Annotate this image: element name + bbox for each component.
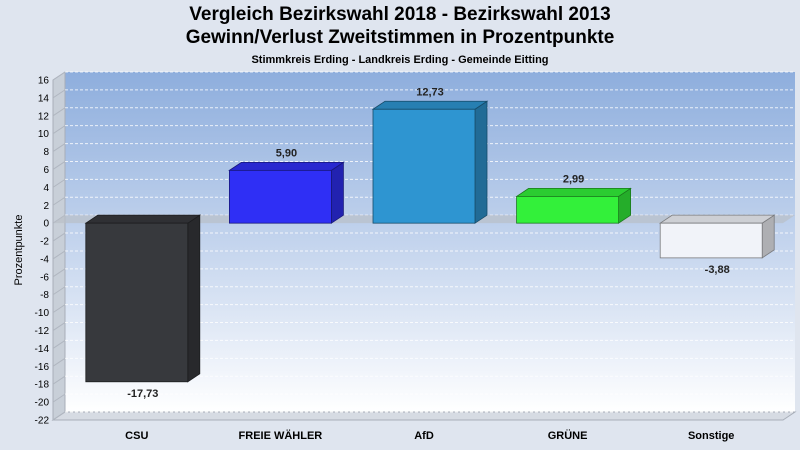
y-axis-label: Prozentpunkte [13, 215, 25, 286]
bar-face [659, 222, 763, 259]
y-tick-label: 16 [38, 76, 50, 87]
y-tick-label: -20 [35, 398, 50, 409]
y-tick-label: 2 [43, 201, 49, 212]
gridline-side [52, 71, 66, 81]
bar-side [187, 214, 201, 383]
x-tick-label: AfD [414, 430, 434, 442]
y-tick-label: 4 [43, 183, 49, 194]
bar-face [516, 196, 619, 224]
data-label: 12,73 [416, 86, 444, 98]
bar [84, 214, 202, 383]
chart-subtitle: Gewinn/Verlust Zweitstimmen in Prozentpu… [185, 27, 615, 48]
x-tick-label: FREIE WÄHLER [239, 429, 323, 442]
bar [228, 161, 345, 224]
gridline-side [52, 161, 66, 170]
gridline-side [52, 268, 66, 278]
gridline-side [52, 196, 66, 206]
chart-title: Vergleich Bezirkswahl 2018 - Bezirkswahl… [189, 4, 611, 25]
y-tick-label: 14 [38, 93, 50, 104]
x-tick-label: GRÜNE [548, 429, 588, 442]
y-tick-label: 10 [38, 129, 50, 140]
y-tick-label: -8 [40, 290, 49, 301]
gridline-side [52, 393, 66, 403]
y-tick-label: -10 [35, 308, 50, 319]
y-tick-label: -4 [40, 254, 49, 265]
gridline-side [52, 286, 66, 296]
y-tick-label: -12 [35, 326, 50, 337]
data-label: 5,90 [276, 147, 297, 159]
bar-side [330, 161, 344, 224]
bar-top [658, 214, 776, 224]
bar-side [474, 100, 488, 224]
bar-top [84, 214, 202, 224]
bar [371, 100, 489, 224]
bar-top [371, 100, 489, 110]
bar-top [515, 188, 632, 197]
chart-caption: Stimmkreis Erding - Landkreis Erding - G… [251, 54, 549, 66]
bar-face [85, 222, 189, 383]
y-tick-label: -2 [40, 237, 49, 248]
gridline-side [52, 250, 66, 260]
y-tick-label: -22 [35, 416, 50, 427]
y-tick-label: 8 [43, 147, 49, 158]
gridline-side [52, 340, 66, 349]
gridline-side [52, 357, 66, 367]
gridline-side [52, 304, 66, 314]
gridline-side [52, 411, 66, 421]
y-tick-label: -18 [35, 380, 50, 391]
plot-side-wall [52, 71, 66, 421]
data-label: -3,88 [705, 264, 730, 276]
gridline-side [52, 322, 66, 331]
y-tick-label: 12 [38, 111, 50, 122]
gridline-side [52, 107, 66, 117]
gridline-side [52, 178, 66, 188]
gridline-side [52, 89, 66, 99]
bar-face [228, 169, 332, 224]
y-tick-label: -16 [35, 362, 50, 373]
bar-face [372, 108, 476, 224]
plot-floor [51, 411, 797, 421]
bar [515, 187, 632, 224]
y-tick-label: 6 [43, 165, 49, 176]
x-tick-label: Sonstige [688, 430, 734, 442]
bar-top [228, 161, 345, 171]
data-label: -17,73 [127, 388, 158, 400]
y-tick-label: -6 [40, 272, 49, 283]
gridline-side [52, 143, 66, 152]
y-tick-label: 0 [43, 219, 49, 230]
gridline-side [52, 125, 66, 135]
data-label: 2,99 [563, 173, 584, 185]
bar [658, 214, 776, 259]
x-tick-label: CSU [125, 430, 148, 442]
y-tick-label: -14 [35, 344, 50, 355]
gridline-side [52, 375, 66, 385]
gridline-side [52, 232, 66, 242]
